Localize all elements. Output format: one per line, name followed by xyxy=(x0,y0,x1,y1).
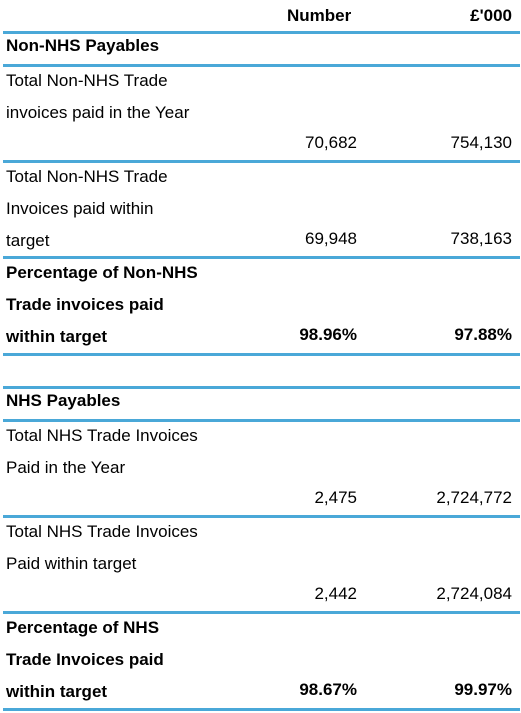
row-label: Total NHS Trade Invoices Paid in the Yea… xyxy=(6,426,198,477)
row-label: Total NHS Trade Invoices Paid within tar… xyxy=(6,522,198,573)
row-number: 98.67% xyxy=(299,680,357,699)
row-number: 98.96% xyxy=(299,325,357,344)
table-row: Total Non-NHS Trade Invoices paid within… xyxy=(3,161,520,257)
divider xyxy=(3,160,520,163)
row-label: Percentage of NHS Trade Invoices paid wi… xyxy=(6,618,164,701)
row-value: 738,163 xyxy=(450,229,512,248)
divider xyxy=(3,64,520,67)
row-value: 99.97% xyxy=(454,680,512,699)
table-row-percentage: Percentage of Non-NHS Trade invoices pai… xyxy=(3,257,520,353)
divider xyxy=(3,353,520,356)
divider xyxy=(3,386,520,389)
divider xyxy=(3,708,520,711)
row-number: 2,475 xyxy=(314,488,357,507)
table-row: Total NHS Trade Invoices Paid in the Yea… xyxy=(3,420,520,516)
section-title-non-nhs: Non-NHS Payables xyxy=(3,34,520,64)
divider xyxy=(3,419,520,422)
table-header: Number £'000 xyxy=(3,0,520,36)
section-title-nhs: NHS Payables xyxy=(3,389,520,419)
section-title-text: Non-NHS Payables xyxy=(6,36,160,55)
row-label: Total Non-NHS Trade Invoices paid within… xyxy=(6,167,168,250)
row-value: 2,724,772 xyxy=(436,488,512,507)
divider xyxy=(3,515,520,518)
row-label: Total Non-NHS Trade invoices paid in the… xyxy=(6,71,190,122)
row-label: Percentage of Non-NHS Trade invoices pai… xyxy=(6,263,198,346)
row-number: 70,682 xyxy=(305,133,357,152)
divider xyxy=(3,31,520,34)
section-title-text: NHS Payables xyxy=(6,391,121,410)
row-number: 69,948 xyxy=(305,229,357,248)
row-number: 2,442 xyxy=(314,584,357,603)
divider xyxy=(3,256,520,259)
table-row-percentage: Percentage of NHS Trade Invoices paid wi… xyxy=(3,612,520,708)
row-value: 2,724,084 xyxy=(436,584,512,603)
row-value: 754,130 xyxy=(450,133,512,152)
number-column-header: Number xyxy=(287,6,352,25)
row-value: 97.88% xyxy=(454,325,512,344)
table-row: Total NHS Trade Invoices Paid within tar… xyxy=(3,516,520,612)
payables-table: Number £'000 Non-NHS Payables Total Non-… xyxy=(3,0,520,711)
table-row: Total Non-NHS Trade invoices paid in the… xyxy=(3,65,520,161)
value-column-header: £'000 xyxy=(470,6,512,25)
divider xyxy=(3,611,520,614)
